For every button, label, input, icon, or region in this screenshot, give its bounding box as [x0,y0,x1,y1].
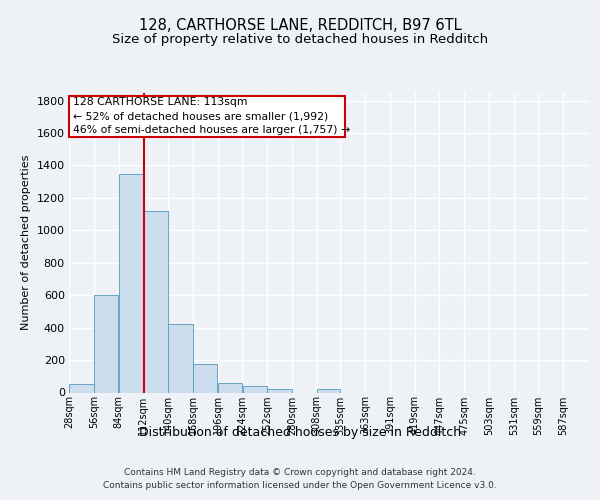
Bar [143,211,168,392]
Text: Size of property relative to detached houses in Redditch: Size of property relative to detached ho… [112,32,488,46]
Bar [69,384,94,392]
Text: 128, CARTHORSE LANE, REDDITCH, B97 6TL: 128, CARTHORSE LANE, REDDITCH, B97 6TL [139,18,461,32]
Text: Contains HM Land Registry data © Crown copyright and database right 2024.: Contains HM Land Registry data © Crown c… [124,468,476,477]
FancyBboxPatch shape [69,96,345,137]
Bar [168,324,193,392]
Text: Distribution of detached houses by size in Redditch: Distribution of detached houses by size … [139,426,461,439]
Text: 128 CARTHORSE LANE: 113sqm
← 52% of detached houses are smaller (1,992)
46% of s: 128 CARTHORSE LANE: 113sqm ← 52% of deta… [73,97,350,135]
Y-axis label: Number of detached properties: Number of detached properties [21,155,31,330]
Bar [94,295,118,392]
Bar [119,174,143,392]
Bar [242,386,267,392]
Bar [267,390,292,392]
Bar [317,390,340,392]
Bar [218,383,242,392]
Text: Contains public sector information licensed under the Open Government Licence v3: Contains public sector information licen… [103,482,497,490]
Bar [193,364,217,392]
